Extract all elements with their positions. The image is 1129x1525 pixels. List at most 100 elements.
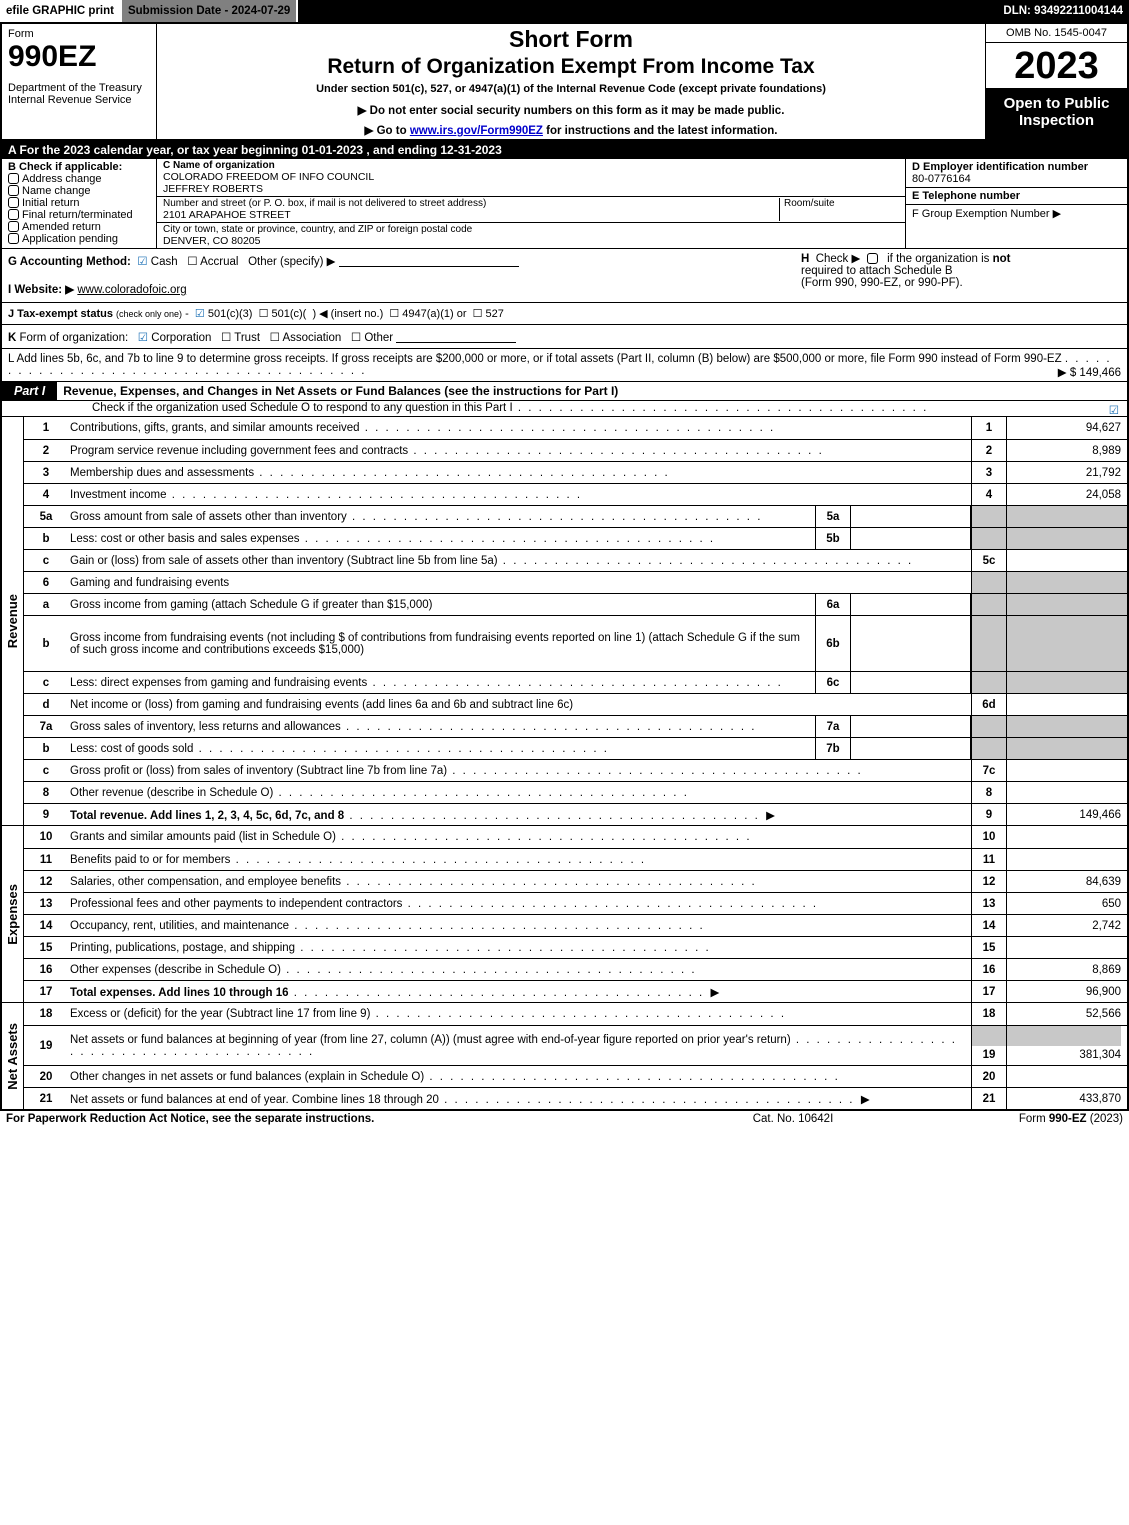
net-assets-block: Net Assets 18Excess or (deficit) for the…	[2, 1003, 1127, 1109]
c-street-row: Number and street (or P. O. box, if mail…	[157, 197, 905, 223]
ein-value: 80-0776164	[912, 173, 1121, 185]
b-application-pending[interactable]: Application pending	[8, 233, 150, 245]
a-calendar-year: A For the 2023 calendar year, or tax yea…	[2, 141, 1127, 159]
omb-number: OMB No. 1545-0047	[986, 24, 1127, 43]
l-amount: ▶ $ 149,466	[1058, 365, 1121, 379]
section-def: D Employer identification number 80-0776…	[905, 159, 1127, 248]
checkbox-icon[interactable]: ☑	[1109, 403, 1119, 417]
room-label: Room/suite	[784, 198, 899, 209]
line-2-desc: Program service revenue including govern…	[68, 443, 971, 459]
grp-label: F Group Exemption Number ▶	[912, 207, 1121, 220]
d-ein: D Employer identification number 80-0776…	[906, 159, 1127, 188]
line-6-desc: Gaming and fundraising events	[68, 575, 971, 591]
line-7c-desc: Gross profit or (loss) from sales of inv…	[68, 763, 971, 779]
line-6c-desc: Less: direct expenses from gaming and fu…	[68, 675, 815, 691]
part1-check-note: Check if the organization used Schedule …	[2, 401, 1127, 417]
part1-title: Revenue, Expenses, and Changes in Net As…	[57, 382, 1127, 400]
c-name-row: C Name of organization COLORADO FREEDOM …	[157, 159, 905, 197]
b-amended-return[interactable]: Amended return	[8, 221, 150, 233]
submission-date: Submission Date - 2024-07-29	[122, 0, 298, 22]
line-12-value: 84,639	[1007, 871, 1127, 892]
revenue-side-tab: Revenue	[2, 417, 24, 825]
line-2-value: 8,989	[1007, 440, 1127, 461]
line-3-value: 21,792	[1007, 462, 1127, 483]
return-title: Return of Organization Exempt From Incom…	[163, 55, 979, 79]
line-9-desc: Total revenue. Add lines 1, 2, 3, 4, 5c,…	[68, 806, 971, 824]
line-4-value: 24,058	[1007, 484, 1127, 505]
b-initial-return[interactable]: Initial return	[8, 197, 150, 209]
l-text: L Add lines 5b, 6c, and 7b to line 9 to …	[8, 353, 1062, 365]
line-7b-desc: Less: cost of goods sold	[68, 741, 815, 757]
line-5b-desc: Less: cost or other basis and sales expe…	[68, 531, 815, 547]
line-6a-desc: Gross income from gaming (attach Schedul…	[68, 597, 815, 613]
line-14-value: 2,742	[1007, 915, 1127, 936]
goto-note: ▶ Go to www.irs.gov/Form990EZ for instru…	[163, 123, 979, 137]
line-11-desc: Benefits paid to or for members	[68, 852, 971, 868]
tax-year: 2023	[986, 43, 1127, 89]
part1-header: Part I Revenue, Expenses, and Changes in…	[2, 382, 1127, 401]
header-left: Form 990EZ Department of the Treasury In…	[2, 24, 157, 139]
page-footer: For Paperwork Reduction Act Notice, see …	[0, 1111, 1129, 1127]
e-telephone: E Telephone number	[906, 188, 1127, 205]
h-line3: (Form 990, 990-EZ, or 990-PF).	[801, 277, 1121, 289]
h-line1: H Check ▶ if the organization is not	[801, 251, 1121, 265]
form-number: 990EZ	[8, 40, 150, 74]
website-link[interactable]: www.coloradofoic.org	[77, 284, 186, 296]
ein-label: D Employer identification number	[912, 161, 1121, 173]
c-city-row: City or town, state or province, country…	[157, 223, 905, 248]
b-name-change[interactable]: Name change	[8, 185, 150, 197]
line-5c-desc: Gain or (loss) from sale of assets other…	[68, 553, 971, 569]
b-address-change[interactable]: Address change	[8, 173, 150, 185]
city-value: DENVER, CO 80205	[163, 235, 472, 247]
efile-print[interactable]: efile GRAPHIC print	[0, 0, 122, 22]
open-to-public: Open to Public Inspection	[986, 89, 1127, 139]
revenue-block: Revenue 1Contributions, gifts, grants, a…	[2, 417, 1127, 826]
c-name-label: C Name of organization	[163, 160, 899, 171]
form-footer: Form 990-EZ (2023)	[923, 1113, 1123, 1125]
cat-no: Cat. No. 10642I	[663, 1113, 923, 1125]
f-group-exemption: F Group Exemption Number ▶	[906, 205, 1127, 248]
part1-tab: Part I	[2, 382, 57, 400]
paperwork-notice: For Paperwork Reduction Act Notice, see …	[6, 1113, 663, 1125]
other-fill[interactable]	[339, 253, 519, 267]
g-h-row: G Accounting Method: ☑ Cash ☐ Accrual Ot…	[2, 249, 1127, 303]
j-tax-exempt: J Tax-exempt status (check only one) - ☑…	[2, 303, 1127, 325]
line-18-desc: Excess or (deficit) for the year (Subtra…	[68, 1006, 971, 1022]
line-6d-desc: Net income or (loss) from gaming and fun…	[68, 697, 971, 713]
l-gross-receipts: L Add lines 5b, 6c, and 7b to line 9 to …	[2, 349, 1127, 382]
street-value: 2101 ARAPAHOE STREET	[163, 209, 779, 221]
dept-treasury: Department of the Treasury Internal Reve…	[8, 82, 150, 106]
check-icon: ☑	[137, 256, 147, 268]
line-3-desc: Membership dues and assessments	[68, 465, 971, 481]
line-5a-desc: Gross amount from sale of assets other t…	[68, 509, 815, 525]
line-15-desc: Printing, publications, postage, and shi…	[68, 940, 971, 956]
city-label: City or town, state or province, country…	[163, 224, 472, 235]
irs-link[interactable]: www.irs.gov/Form990EZ	[410, 125, 543, 137]
line-4-desc: Investment income	[68, 487, 971, 503]
b-final-return[interactable]: Final return/terminated	[8, 209, 150, 221]
i-label: I Website: ▶	[8, 284, 74, 296]
under-section: Under section 501(c), 527, or 4947(a)(1)…	[163, 83, 979, 95]
section-b: B Check if applicable: Address change Na…	[2, 159, 157, 248]
line-6b-desc: Gross income from fundraising events (no…	[68, 630, 815, 658]
h-line2: required to attach Schedule B	[801, 265, 1121, 277]
line-17-desc: Total expenses. Add lines 10 through 16 …	[68, 983, 971, 1001]
line-13-value: 650	[1007, 893, 1127, 914]
g-label: G Accounting Method:	[8, 256, 131, 268]
header-right: OMB No. 1545-0047 2023 Open to Public In…	[985, 24, 1127, 139]
header-mid: Short Form Return of Organization Exempt…	[157, 24, 985, 139]
top-bar: efile GRAPHIC print Submission Date - 20…	[0, 0, 1129, 22]
line-12-desc: Salaries, other compensation, and employ…	[68, 874, 971, 890]
line-21-value: 433,870	[1007, 1088, 1127, 1109]
dln: DLN: 93492211004144	[997, 0, 1129, 22]
line-10-desc: Grants and similar amounts paid (list in…	[68, 829, 971, 845]
org-name: COLORADO FREEDOM OF INFO COUNCIL	[163, 171, 899, 183]
expenses-block: Expenses 10Grants and similar amounts pa…	[2, 826, 1127, 1003]
line-7a-desc: Gross sales of inventory, less returns a…	[68, 719, 815, 735]
line-16-desc: Other expenses (describe in Schedule O)	[68, 962, 971, 978]
spacer	[298, 0, 997, 22]
form-frame: Form 990EZ Department of the Treasury In…	[0, 22, 1129, 1111]
line-8-desc: Other revenue (describe in Schedule O)	[68, 785, 971, 801]
street-label: Number and street (or P. O. box, if mail…	[163, 198, 779, 209]
form-header: Form 990EZ Department of the Treasury In…	[2, 24, 1127, 141]
